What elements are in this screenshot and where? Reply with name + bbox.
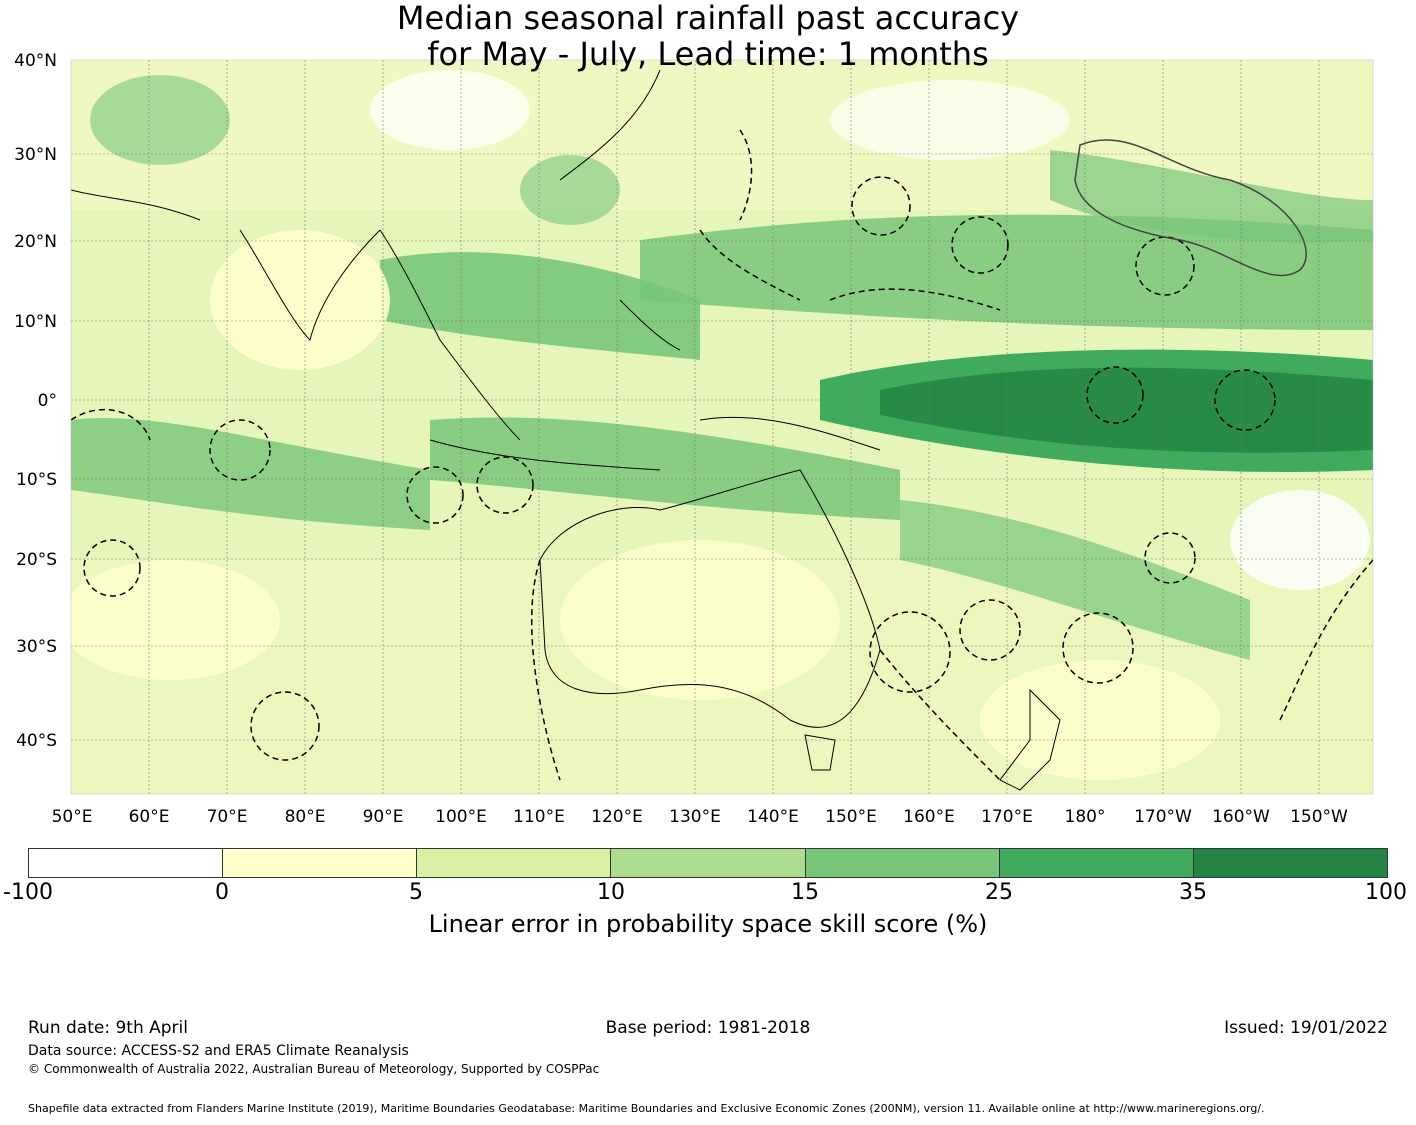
- lon-label: 80°E: [285, 807, 326, 827]
- colorbar-tick: 15: [791, 880, 819, 905]
- colorbar-segment: [29, 849, 224, 877]
- coastlines: [71, 69, 1061, 791]
- title-line-2: for May - July, Lead time: 1 months: [427, 35, 989, 73]
- lon-label: 70°E: [207, 807, 248, 827]
- colorbar-segment: [999, 849, 1194, 877]
- colorbar-tick: 25: [985, 880, 1013, 905]
- skill-field: [71, 60, 1373, 794]
- issued-date: Issued: 19/01/2022: [1224, 1018, 1388, 1038]
- run-date: Run date: 9th April: [28, 1018, 188, 1038]
- lon-label: 50°E: [52, 807, 93, 827]
- colorbar-segment: [223, 849, 418, 877]
- title-line-1: Median seasonal rainfall past accuracy: [396, 0, 1020, 37]
- lon-label: 120°E: [591, 807, 643, 827]
- base-period: Base period: 1981-2018: [605, 1018, 811, 1038]
- colorbar-label: Linear error in probability space skill …: [428, 910, 988, 938]
- colorbar-segment: [417, 849, 612, 877]
- lon-label: 150°W: [1290, 807, 1348, 827]
- lon-label: 130°E: [669, 807, 721, 827]
- lat-label: 20°N: [14, 232, 57, 252]
- colorbar-tick: 5: [409, 880, 423, 905]
- lon-label: 90°E: [363, 807, 404, 827]
- colorbar-tick: 35: [1179, 880, 1207, 905]
- lon-label: 100°E: [435, 807, 487, 827]
- skill-map: 40°N 30°N 20°N 10°N 0° 10°S 20°S 30°S 40…: [14, 51, 1374, 827]
- eez-boundaries: [71, 129, 1373, 781]
- lon-label: 140°E: [747, 807, 799, 827]
- colorbar-segment: [805, 849, 1000, 877]
- lon-label: 170°W: [1134, 807, 1192, 827]
- colorbar-tick: 10: [597, 880, 625, 905]
- lat-label: 20°S: [16, 550, 57, 570]
- colorbar-segment: [1193, 849, 1387, 877]
- copyright: © Commonwealth of Australia 2022, Austra…: [28, 1062, 600, 1076]
- lon-label: 180°: [1065, 807, 1106, 827]
- lat-label: 0°: [38, 391, 57, 411]
- lat-label: 10°S: [16, 470, 57, 490]
- colorbar-tick: 0: [215, 880, 229, 905]
- lon-label: 160°W: [1212, 807, 1270, 827]
- lat-label: 30°N: [14, 145, 57, 165]
- data-source: Data source: ACCESS-S2 and ERA5 Climate …: [28, 1043, 409, 1059]
- lat-label: 40°N: [14, 51, 57, 71]
- lon-label: 170°E: [981, 807, 1033, 827]
- lat-label: 30°S: [16, 637, 57, 657]
- lat-label: 10°N: [14, 312, 57, 332]
- lon-label: 110°E: [513, 807, 565, 827]
- lon-label: 60°E: [129, 807, 170, 827]
- colorbar-tick: 100: [1365, 880, 1407, 905]
- colorbar-segment: [611, 849, 806, 877]
- lon-label: 150°E: [825, 807, 877, 827]
- lon-label: 160°E: [903, 807, 955, 827]
- colorbar-tick: -100: [3, 880, 53, 905]
- lat-label: 40°S: [16, 731, 57, 751]
- shapefile-credit: Shapefile data extracted from Flanders M…: [28, 1102, 1265, 1115]
- hawaii-outline: [1074, 139, 1307, 277]
- colorbar: [28, 848, 1388, 878]
